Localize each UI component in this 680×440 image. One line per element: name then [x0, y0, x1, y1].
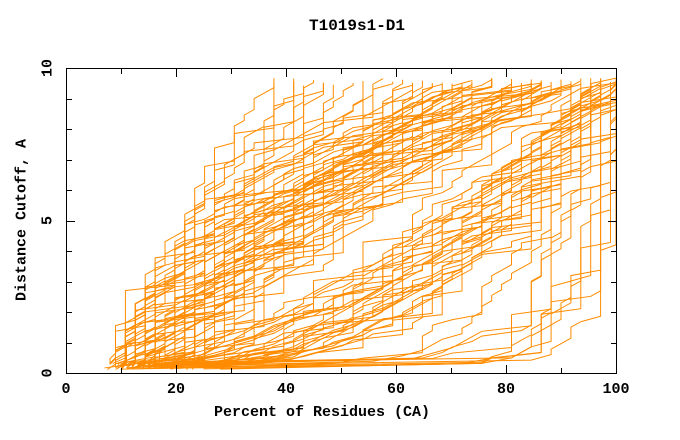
- model-curve: [148, 84, 616, 364]
- x-tick-label: 100: [602, 381, 629, 398]
- model-curve: [208, 78, 602, 366]
- model-curve: [219, 85, 602, 365]
- model-curve: [131, 79, 616, 369]
- y-tick-label: 5: [39, 216, 56, 225]
- y-axis-label: Distance Cutoff, A: [13, 139, 30, 301]
- model-curve: [131, 80, 616, 368]
- model-curve: [170, 81, 616, 365]
- model-curve: [115, 81, 582, 365]
- axes: [66, 68, 617, 374]
- model-curve: [137, 79, 602, 367]
- model-curve: [142, 83, 532, 369]
- model-curve: [219, 81, 616, 370]
- model-curve: [120, 83, 275, 368]
- model-curve: [175, 83, 616, 367]
- model-curve: [148, 78, 616, 367]
- model-curve: [120, 85, 552, 368]
- model-curve: [203, 82, 616, 370]
- tick-labels: 0 20 40 60 80 100 0 5 10: [39, 59, 629, 398]
- model-curve: [159, 81, 572, 365]
- model-curve: [164, 78, 582, 367]
- x-tick-label: 40: [277, 381, 295, 398]
- plot-frame: [66, 68, 617, 374]
- model-curves: [104, 77, 616, 371]
- model-curve: [164, 81, 542, 364]
- model-curve: [186, 78, 493, 366]
- model-curve: [120, 77, 616, 370]
- model-curve: [142, 84, 542, 370]
- model-curve: [126, 81, 611, 369]
- model-curve: [153, 84, 616, 365]
- x-tick-label: 20: [167, 381, 185, 398]
- model-curve: [159, 83, 592, 368]
- model-curve: [137, 79, 562, 369]
- model-curve: [186, 84, 611, 365]
- y-tick-label: 0: [39, 368, 56, 377]
- x-tick-label: 80: [497, 381, 515, 398]
- model-curve: [153, 79, 616, 368]
- model-curve: [137, 84, 443, 366]
- model-curve: [186, 84, 616, 368]
- x-axis-label: Percent of Residues (CA): [214, 404, 430, 421]
- x-tick-label: 60: [387, 381, 405, 398]
- model-curve: [115, 81, 493, 368]
- chart-title: T1019s1-D1: [309, 17, 405, 35]
- y-tick-label: 10: [39, 59, 56, 77]
- x-tick-label: 0: [61, 381, 70, 398]
- model-curve: [186, 83, 582, 370]
